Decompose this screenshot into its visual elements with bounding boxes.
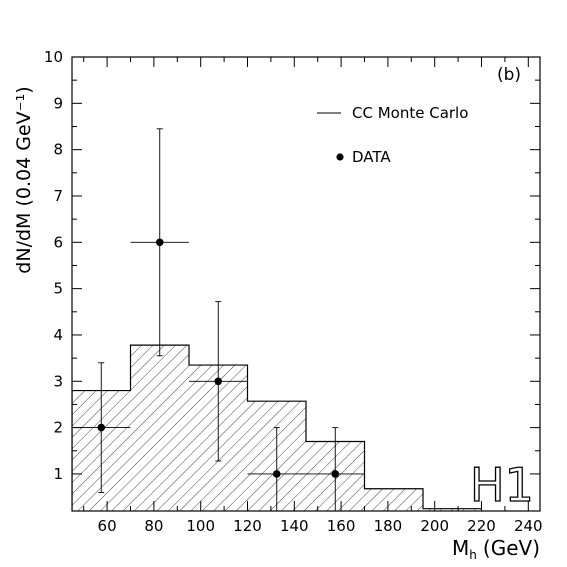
data-marker (272, 470, 281, 478)
mc-bin (130, 345, 189, 511)
data-marker (155, 238, 164, 247)
y-axis-label: dN/dM (0.04 GeV⁻¹) (13, 86, 35, 273)
y-tick-label: 4 (53, 326, 63, 344)
x-tick-label: 140 (280, 517, 309, 535)
mc-histogram-outline (72, 344, 483, 511)
mc-bin (364, 488, 423, 511)
y-tick-label: 7 (53, 187, 63, 205)
x-tick-label: 220 (467, 517, 496, 535)
y-tick-label: 2 (53, 419, 63, 437)
y-tick-label: 8 (53, 141, 63, 159)
data-point (130, 128, 189, 357)
x-axis-label-main: M (452, 536, 469, 560)
data-point (189, 301, 248, 462)
panel-label: (b) (497, 65, 521, 85)
x-tick-label: 80 (144, 517, 163, 535)
x-tick-label: 100 (186, 517, 215, 535)
y-tick-label: 3 (53, 372, 63, 390)
plot-frame (71, 56, 541, 512)
legend-data-label: DATA (352, 148, 391, 166)
data-point (306, 427, 365, 512)
data-marker (214, 377, 223, 386)
x-tick-label: 160 (327, 517, 356, 535)
data-marker (331, 470, 340, 478)
y-tick-label: 9 (53, 94, 63, 112)
x-axis-label-unit: (GeV) (483, 536, 540, 560)
legend: CC Monte Carlo DATA (317, 104, 468, 166)
x-tick-label: 180 (374, 517, 403, 535)
y-tick-label: 1 (53, 465, 63, 483)
legend-data-marker (336, 153, 344, 161)
y-tick-label: 5 (53, 280, 63, 298)
x-axis-label: Mh (GeV) (452, 536, 540, 562)
data-marker (97, 423, 106, 432)
h1-watermark: H1 (470, 458, 534, 512)
x-axis-label-sub: h (469, 548, 477, 562)
x-tick-label: 240 (514, 517, 543, 535)
x-tick-label: 120 (233, 517, 262, 535)
legend-mc-label: CC Monte Carlo (352, 104, 468, 122)
y-tick-label: 10 (44, 48, 63, 66)
axis-ticks: 60 80 100 120 140 160 180 200 220 240 1 2 3 4 5 6 7 8 9 10 (44, 48, 543, 535)
mc-bin (423, 508, 482, 511)
x-tick-label: 60 (98, 517, 117, 535)
x-tick-label: 200 (420, 517, 449, 535)
y-tick-label: 6 (53, 233, 63, 251)
